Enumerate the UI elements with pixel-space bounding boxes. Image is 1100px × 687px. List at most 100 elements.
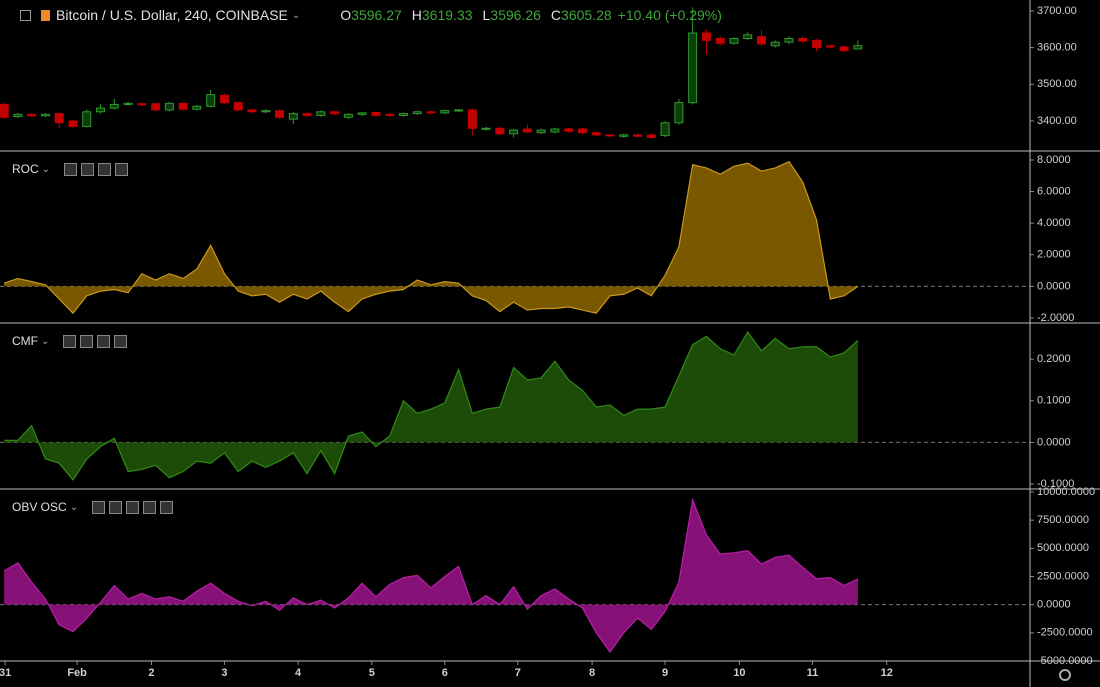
x-tick-label: Feb bbox=[67, 667, 87, 679]
x-tick-label: 8 bbox=[589, 667, 595, 679]
y-tick-label: 0.0000 bbox=[1037, 436, 1071, 448]
candle-body bbox=[481, 127, 491, 130]
hide-icon[interactable] bbox=[92, 500, 106, 514]
area-fill bbox=[4, 332, 858, 480]
candle-body bbox=[467, 109, 477, 129]
symbol-menu[interactable]: ⌄ bbox=[291, 9, 301, 21]
candle-body bbox=[701, 32, 711, 41]
x-tick-label: 3 bbox=[221, 667, 227, 679]
candle-body bbox=[151, 103, 161, 111]
y-tick-label: 3500.00 bbox=[1037, 78, 1077, 90]
candle-body bbox=[633, 134, 643, 137]
candle-body bbox=[591, 132, 601, 136]
candle-body bbox=[398, 113, 408, 116]
candle-body bbox=[164, 102, 174, 111]
close-label: C bbox=[550, 7, 562, 23]
indicator-menu[interactable]: ⌄ bbox=[41, 163, 51, 175]
settings-icon[interactable] bbox=[109, 500, 123, 514]
settings-icon[interactable] bbox=[80, 334, 94, 348]
x-tick-label: 4 bbox=[295, 667, 302, 679]
collapse-icon[interactable] bbox=[20, 9, 31, 21]
indicator-menu[interactable]: ⌄ bbox=[69, 501, 79, 513]
candle-body bbox=[577, 128, 587, 134]
candle-body bbox=[357, 112, 367, 115]
close-value: 3605.28 bbox=[561, 7, 612, 23]
candle-body bbox=[798, 37, 808, 42]
settings-gear[interactable] bbox=[1059, 669, 1071, 681]
symbol-title: Bitcoin / U.S. Dollar, 240, COINBASE bbox=[56, 7, 288, 23]
candle-body bbox=[839, 46, 849, 52]
indicator-title: ROC bbox=[12, 162, 39, 176]
candle-body bbox=[206, 94, 216, 107]
candle-body bbox=[371, 112, 381, 116]
candle-body bbox=[261, 110, 271, 113]
hide-icon[interactable] bbox=[63, 334, 77, 348]
candle-body bbox=[40, 113, 50, 117]
more-icon[interactable] bbox=[143, 500, 157, 514]
y-tick-label: -2.0000 bbox=[1037, 312, 1074, 324]
candle-body bbox=[454, 109, 464, 112]
y-tick-label: 3700.00 bbox=[1037, 5, 1077, 17]
y-tick-label: 3600.00 bbox=[1037, 42, 1077, 54]
candle-body bbox=[302, 113, 312, 116]
settings-icon[interactable] bbox=[81, 162, 95, 176]
change-value: +10.40 (+0.29%) bbox=[617, 7, 722, 23]
indicator-menu[interactable]: ⌄ bbox=[41, 335, 50, 347]
more-icon[interactable] bbox=[98, 162, 112, 176]
y-tick-label: 3400.00 bbox=[1037, 115, 1077, 127]
y-tick-label: 2.0000 bbox=[1037, 249, 1071, 261]
y-tick-label: 2500.0000 bbox=[1037, 570, 1089, 582]
candle-body bbox=[660, 122, 670, 137]
y-tick-label: -0.1000 bbox=[1037, 478, 1074, 490]
y-tick-label: 0.2000 bbox=[1037, 353, 1071, 365]
area-fill bbox=[4, 499, 858, 652]
hide-icon[interactable] bbox=[64, 162, 78, 176]
candle-body bbox=[825, 45, 835, 48]
source-icon[interactable] bbox=[126, 500, 140, 514]
candle-body bbox=[715, 37, 725, 44]
candle-body bbox=[426, 111, 436, 114]
high-label: H bbox=[411, 7, 422, 23]
candle-body bbox=[646, 134, 656, 138]
x-tick-label: 10 bbox=[733, 667, 745, 679]
candle-body bbox=[743, 34, 753, 39]
y-tick-label: -2500.0000 bbox=[1037, 627, 1093, 639]
candle-body bbox=[729, 37, 739, 44]
candle-body bbox=[288, 113, 298, 120]
y-tick-label: 0.0000 bbox=[1037, 280, 1071, 292]
y-tick-label: 8.0000 bbox=[1037, 154, 1071, 166]
area-line bbox=[3, 497, 859, 654]
x-tick-label: 9 bbox=[662, 667, 668, 679]
x-tick-label: 6 bbox=[442, 667, 448, 679]
candle-body bbox=[233, 102, 243, 111]
symbol-legend: Bitcoin / U.S. Dollar, 240, COINBASE ⌄ O… bbox=[12, 7, 722, 23]
candle-body bbox=[219, 94, 229, 104]
x-tick-label: 2 bbox=[148, 667, 154, 679]
x-tick-label: 31 bbox=[0, 667, 11, 679]
candle-body bbox=[440, 110, 450, 114]
candle-body bbox=[509, 129, 519, 135]
candle-body bbox=[178, 102, 188, 110]
candle-body bbox=[564, 128, 574, 132]
low-label: L bbox=[482, 7, 491, 23]
remove-icon[interactable] bbox=[160, 500, 174, 514]
area-line bbox=[3, 160, 859, 315]
candle-body bbox=[619, 134, 629, 137]
area-line bbox=[4, 331, 859, 481]
y-tick-label: 0.1000 bbox=[1037, 395, 1071, 407]
candle-body bbox=[688, 32, 698, 104]
candle-body bbox=[316, 111, 326, 116]
candle-body bbox=[82, 111, 92, 127]
candle-body bbox=[853, 45, 863, 50]
roc-header: ROC ⌄ bbox=[12, 162, 129, 176]
remove-icon[interactable] bbox=[114, 334, 128, 348]
candle-body bbox=[550, 128, 560, 133]
high-value: 3619.33 bbox=[421, 7, 473, 23]
candle-body bbox=[68, 120, 78, 127]
candle-body bbox=[96, 107, 106, 113]
cmf-header: CMF ⌄ bbox=[12, 334, 128, 348]
flag-icon[interactable] bbox=[41, 9, 50, 21]
remove-icon[interactable] bbox=[115, 162, 129, 176]
more-icon[interactable] bbox=[97, 334, 111, 348]
